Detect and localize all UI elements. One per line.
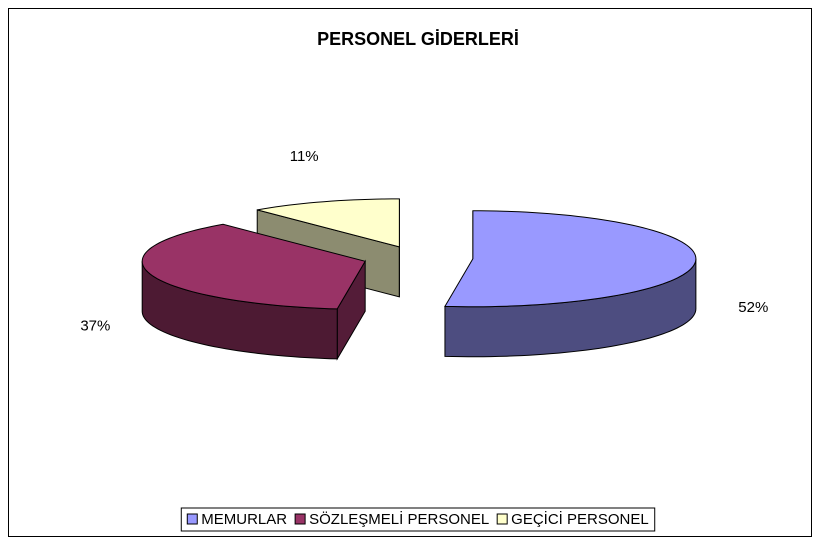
slice xyxy=(141,223,366,310)
legend-swatch xyxy=(186,513,198,525)
chart-title: PERSONEL GİDERLERİ xyxy=(317,29,519,49)
legend: MEMURLAR SÖZLEŞMELİ PERSONEL GEÇİCİ PERSON… xyxy=(180,507,656,532)
legend-label: MEMURLAR xyxy=(201,511,287,528)
data-label: 11% xyxy=(290,148,319,165)
data-label: 52% xyxy=(738,299,768,316)
legend-swatch xyxy=(496,513,508,525)
legend-label: SÖZLEŞMELİ PERSONEL xyxy=(309,510,489,528)
legend-label: GEÇİCİ PERSONEL xyxy=(511,510,649,528)
slice xyxy=(257,198,400,248)
slice-group xyxy=(444,210,697,358)
slice-group xyxy=(141,223,366,361)
legend-swatch xyxy=(294,513,306,525)
slice xyxy=(444,210,697,308)
data-label: 37% xyxy=(80,317,110,334)
